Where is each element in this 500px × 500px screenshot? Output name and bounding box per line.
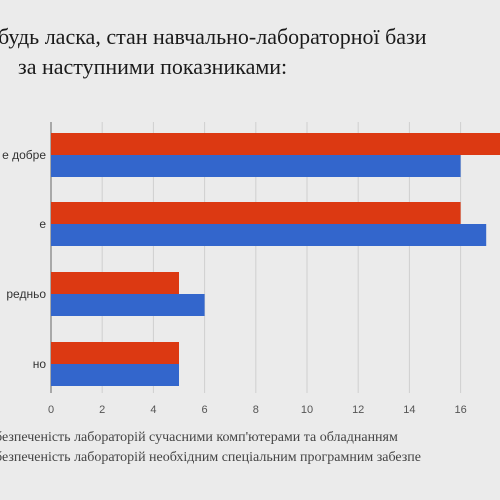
x-tick-label: 12	[352, 404, 364, 416]
title-line-2: за наступними показниками:	[18, 54, 288, 79]
x-tick-label: 8	[253, 404, 259, 416]
bar	[51, 224, 487, 246]
bar	[51, 294, 205, 316]
bar	[51, 155, 461, 177]
chart-title: будь ласка, стан навчально-лабораторної …	[0, 22, 500, 82]
bar	[51, 272, 179, 294]
x-tick-label: 2	[99, 404, 105, 416]
category-label: е добре	[2, 148, 46, 162]
x-tick-label: 0	[48, 404, 54, 416]
bar	[51, 342, 179, 364]
title-line-1: будь ласка, стан навчально-лабораторної …	[0, 24, 427, 49]
category-label: редньо	[6, 287, 46, 301]
bar	[51, 202, 461, 224]
legend-entry-2: безпеченість лабораторій необхідним спец…	[0, 450, 422, 465]
bar	[51, 364, 179, 386]
category-label: е	[39, 217, 46, 231]
x-tick-label: 14	[403, 404, 415, 416]
x-tick-label: 4	[150, 404, 156, 416]
x-tick-label: 16	[454, 404, 466, 416]
category-label: но	[33, 357, 47, 371]
legend: безпеченість лабораторій сучасними комп'…	[0, 428, 500, 468]
x-tick-label: 6	[202, 404, 208, 416]
x-tick-label: 10	[301, 404, 313, 416]
bar	[51, 133, 500, 155]
legend-entry-1: безпеченість лабораторій сучасними комп'…	[0, 430, 398, 445]
